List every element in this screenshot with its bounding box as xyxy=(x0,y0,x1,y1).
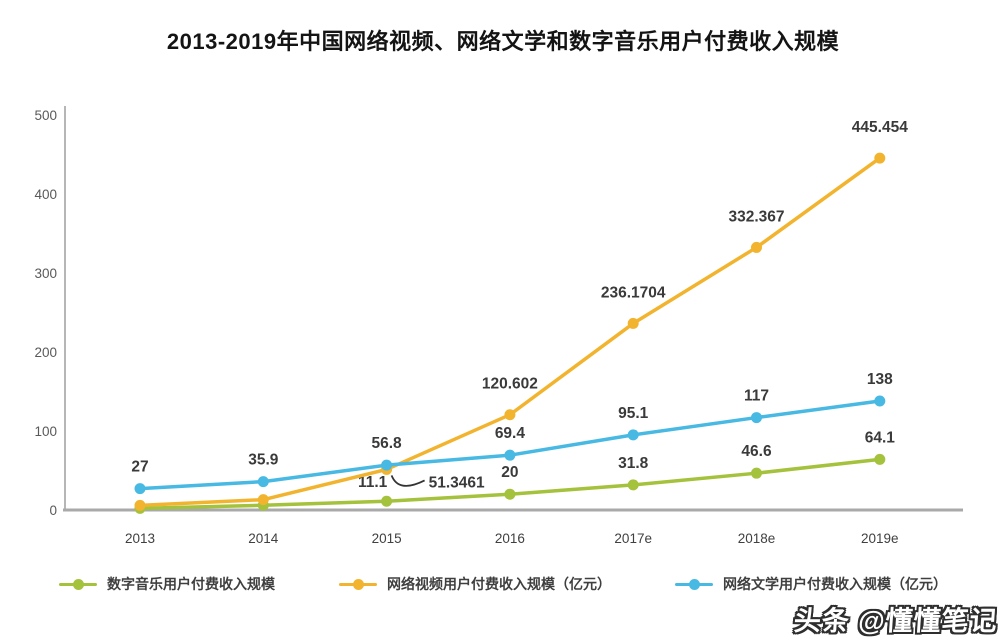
data-point-music xyxy=(627,479,639,491)
data-label-music: 46.6 xyxy=(741,443,772,460)
data-label-video: 120.602 xyxy=(482,376,538,393)
y-tick-label: 100 xyxy=(34,424,57,439)
data-label-literature: 69.4 xyxy=(495,425,526,442)
legend-item-music: 数字音乐用户付费收入规模 xyxy=(59,574,275,594)
data-label-literature: 117 xyxy=(744,388,769,405)
data-point-music xyxy=(381,495,393,507)
x-tick-label: 2015 xyxy=(372,531,402,546)
callout-leader xyxy=(390,475,426,487)
data-point-literature xyxy=(874,395,886,407)
legend-marker-icon xyxy=(675,578,713,590)
data-label-music: 31.8 xyxy=(618,455,649,472)
data-label-literature: 95.1 xyxy=(618,405,649,422)
data-label-literature: 138 xyxy=(867,371,893,388)
chart-title: 2013-2019年中国网络视频、网络文学和数字音乐用户付费收入规模 xyxy=(166,29,840,54)
y-tick-label: 0 xyxy=(49,503,57,518)
data-point-video xyxy=(504,409,516,421)
data-point-literature xyxy=(504,449,516,461)
data-point-literature xyxy=(751,412,762,424)
y-tick-label: 300 xyxy=(34,266,57,281)
data-point-video xyxy=(874,152,886,164)
x-tick-label: 2019e xyxy=(861,531,899,546)
y-tick-label: 500 xyxy=(34,108,57,123)
data-point-music xyxy=(751,467,762,479)
data-point-music xyxy=(874,453,886,465)
data-point-video xyxy=(751,241,762,253)
legend-marker-icon xyxy=(339,578,377,590)
x-tick-label: 2014 xyxy=(248,531,279,546)
data-point-video xyxy=(134,499,146,511)
watermark: 头条 @懂懂笔记 xyxy=(792,606,999,636)
x-tick-label: 2017e xyxy=(614,531,652,546)
data-point-video xyxy=(257,494,269,506)
legend-marker-icon xyxy=(59,578,97,590)
data-point-literature xyxy=(627,429,639,441)
data-label-music: 11.1 xyxy=(358,474,388,491)
x-tick-label: 2013 xyxy=(125,531,155,546)
legend-item-literature: 网络文学用户付费收入规模（亿元） xyxy=(675,574,947,594)
data-label-music: 64.1 xyxy=(865,429,896,446)
data-point-video xyxy=(627,317,639,329)
y-tick-label: 400 xyxy=(34,187,57,202)
y-tick-label: 200 xyxy=(34,345,57,360)
data-point-music xyxy=(504,488,516,500)
data-label-video: 445.454 xyxy=(852,119,908,136)
data-point-literature xyxy=(134,483,146,495)
data-label-video: 236.1704 xyxy=(601,284,666,301)
data-point-literature xyxy=(381,459,393,471)
legend-label: 数字音乐用户付费收入规模 xyxy=(107,576,275,592)
chart-legend: 数字音乐用户付费收入规模 网络视频用户付费收入规模（亿元） 网络文学用户付费收入规模… xyxy=(0,574,1006,594)
x-tick-label: 2016 xyxy=(495,531,525,546)
legend-label: 网络视频用户付费收入规模（亿元） xyxy=(387,576,611,592)
data-label-literature: 27 xyxy=(131,459,148,476)
data-label-video: 332.367 xyxy=(728,208,784,225)
legend-label: 网络文学用户付费收入规模（亿元） xyxy=(723,576,947,592)
legend-item-video: 网络视频用户付费收入规模（亿元） xyxy=(339,574,611,594)
data-label-video: 51.3461 xyxy=(429,474,485,491)
x-tick-label: 2018e xyxy=(738,531,776,546)
data-label-literature: 35.9 xyxy=(248,452,279,469)
data-label-literature: 56.8 xyxy=(372,435,403,452)
data-point-literature xyxy=(257,476,269,488)
data-label-music: 20 xyxy=(501,464,518,481)
